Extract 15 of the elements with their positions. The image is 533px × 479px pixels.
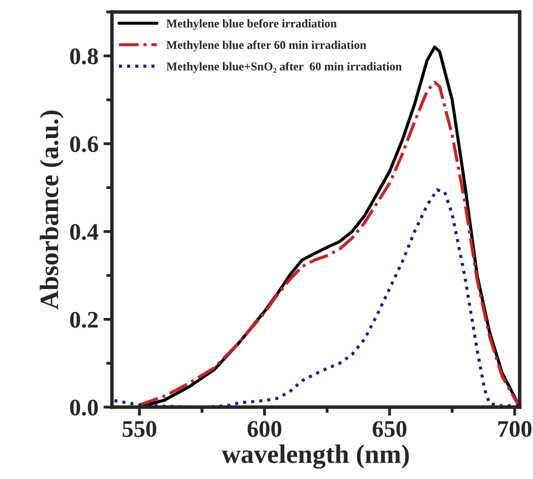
y-axis-title: Absorbance (a.u.)	[40, 110, 64, 310]
y-tick-label: 0.8	[70, 48, 98, 64]
x-tick-label: 550	[122, 421, 156, 437]
x-tick-label: 600	[248, 421, 282, 437]
legend-label: Methylene blue before irradiation	[166, 19, 337, 30]
y-tick-label: 0.6	[70, 136, 98, 152]
y-tick-label: 0.0	[70, 400, 98, 416]
legend-label: Methylene blue after 60 min irradiation	[166, 40, 366, 52]
legend-label: Methylene blue+SnO₂ after 60 min irradiation	[166, 62, 402, 73]
y-tick-label: 0.4	[70, 224, 98, 240]
y-tick-label: 0.2	[70, 312, 98, 328]
x-tick-label: 650	[372, 421, 406, 437]
x-axis-title: wavelength (nm)	[222, 444, 409, 469]
x-tick-label: 700	[498, 421, 532, 437]
line-series	[112, 188, 520, 408]
